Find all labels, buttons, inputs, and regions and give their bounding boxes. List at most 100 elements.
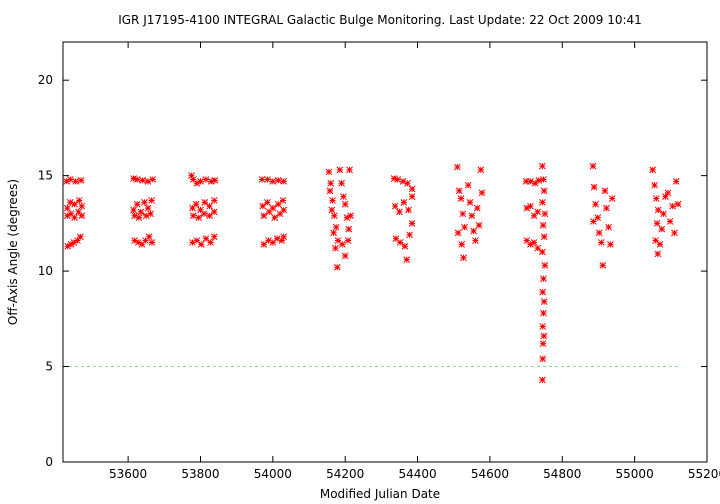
data-point xyxy=(594,214,602,221)
data-point xyxy=(336,166,344,174)
data-point xyxy=(265,237,272,244)
data-point xyxy=(539,323,547,330)
data-point xyxy=(672,178,680,185)
data-point xyxy=(666,218,674,225)
data-point xyxy=(346,166,353,174)
data-point xyxy=(652,195,660,202)
data-point xyxy=(67,210,75,218)
data-point xyxy=(459,210,467,218)
data-point xyxy=(67,241,75,248)
data-point xyxy=(148,239,156,246)
data-point xyxy=(206,202,213,210)
data-point xyxy=(540,298,548,305)
data-point xyxy=(527,178,534,185)
data-point xyxy=(144,204,152,212)
data-point xyxy=(607,241,614,248)
data-point xyxy=(664,189,672,197)
data-point xyxy=(66,199,74,206)
data-point xyxy=(404,179,411,187)
x-tick-label: 54800 xyxy=(543,467,581,481)
data-point xyxy=(138,241,146,248)
data-point xyxy=(340,193,347,200)
data-point xyxy=(539,376,546,384)
data-point xyxy=(280,206,288,214)
data-point xyxy=(527,241,534,248)
data-point xyxy=(539,162,546,170)
data-point xyxy=(273,235,281,242)
data-point xyxy=(523,237,531,244)
data-point xyxy=(527,202,534,210)
data-point xyxy=(461,223,468,231)
data-point xyxy=(206,212,213,220)
data-point xyxy=(192,200,200,208)
data-point xyxy=(540,233,548,241)
data-point xyxy=(470,227,477,235)
data-point xyxy=(189,212,197,220)
data-point xyxy=(539,288,547,296)
data-point xyxy=(658,225,666,233)
data-point xyxy=(652,237,659,244)
data-point xyxy=(534,208,542,216)
data-point xyxy=(345,225,353,233)
data-point xyxy=(135,214,143,221)
data-point xyxy=(63,212,71,220)
data-point xyxy=(279,197,287,204)
data-point xyxy=(460,254,467,262)
data-point xyxy=(601,187,609,195)
data-point xyxy=(326,187,334,195)
data-point xyxy=(325,168,333,176)
data-point xyxy=(202,176,210,183)
data-point xyxy=(278,237,286,244)
data-point xyxy=(399,178,407,185)
data-point xyxy=(406,231,413,239)
data-point xyxy=(211,177,219,184)
data-point xyxy=(137,208,145,216)
x-tick-label: 54000 xyxy=(254,467,292,481)
data-point xyxy=(264,199,271,206)
y-tick-label: 20 xyxy=(38,73,53,87)
data-point xyxy=(534,244,542,252)
data-point xyxy=(671,229,678,237)
data-point xyxy=(70,239,78,246)
data-point xyxy=(466,199,474,206)
data-point xyxy=(539,340,547,347)
data-point xyxy=(599,262,607,269)
data-point xyxy=(539,221,547,229)
plot-frame xyxy=(62,41,708,463)
x-tick-label: 54200 xyxy=(326,467,364,481)
data-point xyxy=(468,212,476,220)
data-point xyxy=(330,229,337,237)
data-point xyxy=(259,202,267,210)
data-point xyxy=(193,237,201,244)
data-point xyxy=(144,178,152,185)
data-point xyxy=(139,177,146,184)
data-point xyxy=(344,237,352,244)
data-point xyxy=(207,178,215,185)
y-axis: 0 5 10 15 20 xyxy=(38,73,707,469)
data-point xyxy=(408,193,416,200)
data-point xyxy=(654,250,662,258)
data-point xyxy=(535,177,543,184)
data-point xyxy=(274,200,282,208)
data-point xyxy=(78,202,86,210)
data-points xyxy=(63,162,682,384)
data-point xyxy=(475,221,483,229)
data-point xyxy=(210,197,218,204)
data-point xyxy=(189,176,197,183)
data-point xyxy=(403,256,411,263)
data-point xyxy=(660,210,667,218)
data-point xyxy=(71,214,78,221)
x-tick-label: 54400 xyxy=(398,467,436,481)
data-point xyxy=(193,179,201,187)
data-point xyxy=(454,163,461,171)
data-point xyxy=(608,195,616,202)
data-point xyxy=(400,199,408,206)
data-point xyxy=(210,208,218,216)
data-point xyxy=(147,210,154,218)
data-point xyxy=(341,200,349,208)
data-point xyxy=(347,212,354,220)
data-point xyxy=(464,181,472,189)
data-point xyxy=(401,242,409,250)
data-point xyxy=(540,275,547,283)
data-point xyxy=(454,229,462,237)
